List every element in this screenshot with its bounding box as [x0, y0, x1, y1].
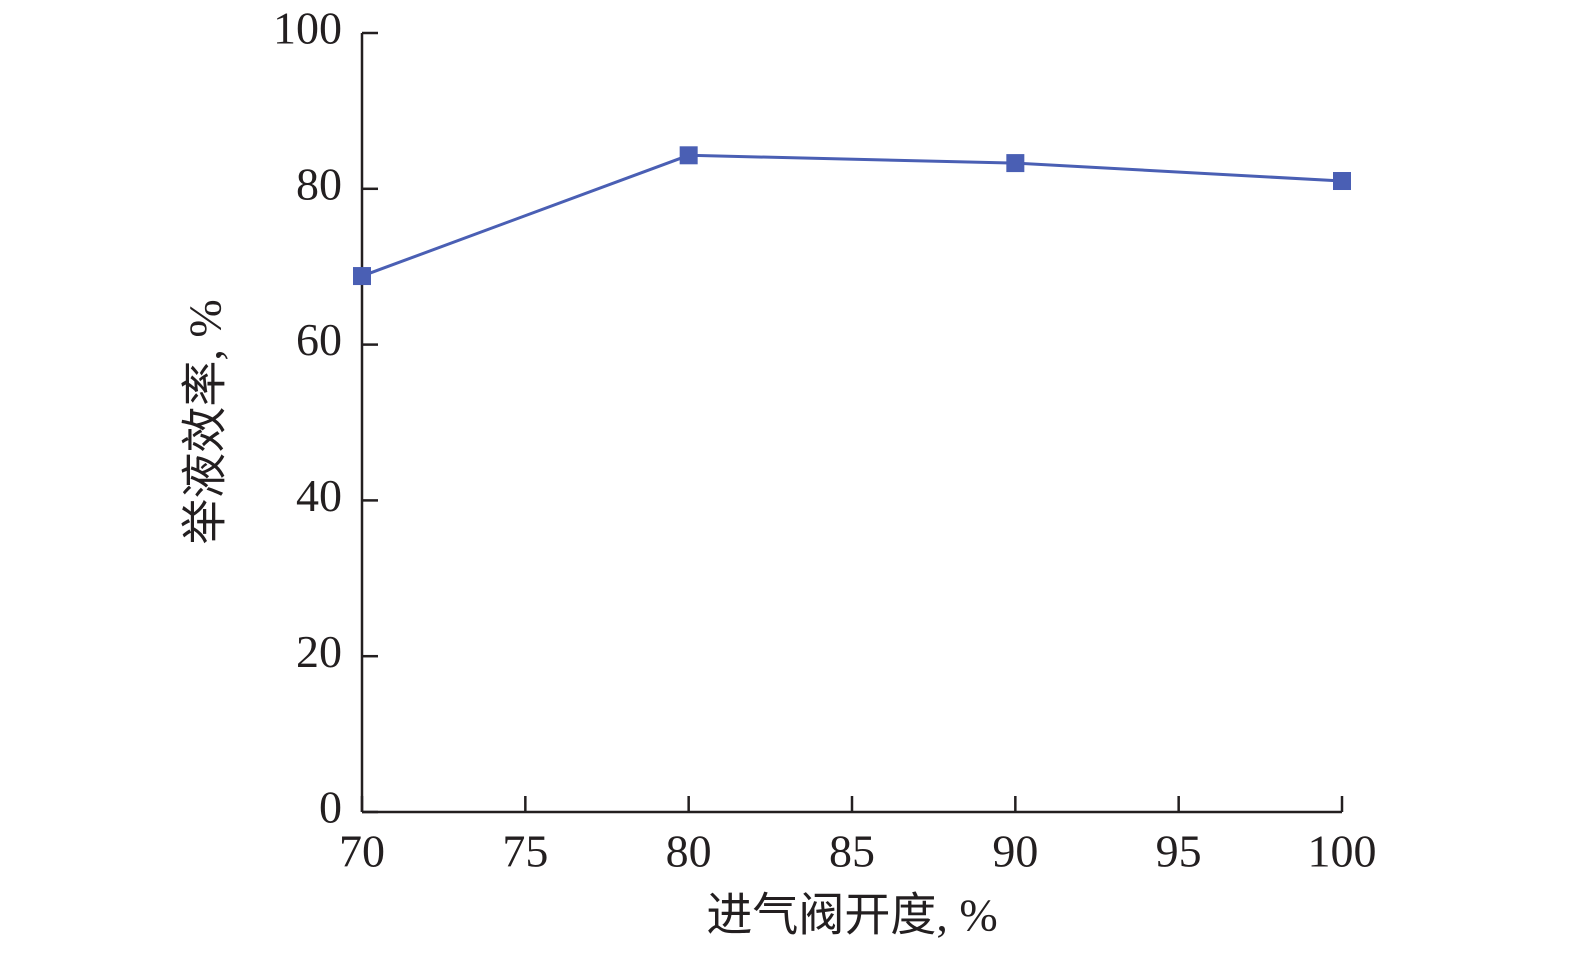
y-tick-label: 100	[273, 3, 342, 54]
x-axis-label: 进气阀开度, %	[706, 890, 997, 941]
x-tick-label: 80	[666, 826, 712, 877]
y-tick-label: 80	[296, 158, 342, 209]
x-tick-label: 90	[992, 826, 1038, 877]
y-axis-label: 举液效率, %	[180, 299, 231, 544]
x-tick-label: 95	[1156, 826, 1202, 877]
x-tick-label: 75	[502, 826, 548, 877]
marker	[1333, 172, 1351, 191]
series-line	[361, 153, 1343, 278]
y-tick-label: 20	[296, 626, 342, 677]
x-tick-label: 85	[829, 826, 875, 877]
y-tick-label: 40	[296, 470, 342, 521]
marker	[353, 267, 371, 286]
x-tick-label: 100	[1308, 826, 1377, 877]
x-tick-label: 70	[339, 826, 385, 877]
y-tick-label: 0	[319, 782, 342, 833]
y-tick-label: 60	[296, 314, 342, 365]
marker	[679, 146, 698, 165]
marker	[1006, 154, 1025, 173]
